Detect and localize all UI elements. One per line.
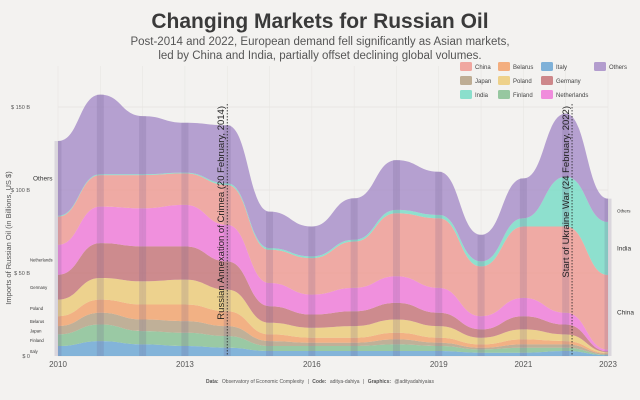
legend-swatch	[460, 76, 472, 85]
year-band-2022	[562, 113, 570, 356]
legend-swatch	[460, 62, 472, 71]
legend-item-belarus: Belarus	[498, 62, 533, 71]
year-band-2019	[435, 171, 443, 356]
annotation-label-1: Russian Annexation of Crimea (20 Februar…	[216, 106, 227, 320]
series-labels: Others Netherlands Germany Poland Japan Finla…	[30, 175, 634, 354]
stream-areas	[58, 94, 608, 356]
left-label-germany: Germany	[30, 285, 48, 290]
legend-label: China	[475, 65, 491, 71]
year-band-2013	[181, 122, 189, 357]
year-band-2021	[519, 178, 527, 356]
stream-china	[58, 173, 608, 350]
year-band-2016	[308, 226, 316, 356]
caption-data-text: Observatory of Economic Complexity	[222, 379, 305, 385]
left-label-netherlands: Netherlands	[30, 258, 53, 263]
legend-swatch	[594, 62, 606, 71]
year-band-2020	[477, 234, 485, 356]
legend-label: Others	[609, 65, 627, 71]
y-tick-label: $ 50 B	[14, 271, 30, 277]
legend-item-netherlands: Netherlands	[541, 90, 588, 99]
legend-swatch	[498, 76, 510, 85]
left-label-belarus: Belarus	[30, 319, 44, 324]
year-bands	[54, 94, 612, 357]
legend-swatch	[498, 90, 510, 99]
year-band-2012	[139, 116, 147, 356]
legend-label: Netherlands	[556, 93, 588, 99]
stream-germany	[58, 243, 608, 353]
legend-label: Finland	[513, 93, 533, 99]
left-label-italy: Italy	[30, 349, 39, 354]
left-label-japan: Japan	[30, 328, 42, 333]
x-tick-label: 2010	[49, 360, 67, 369]
legend-label: India	[475, 93, 489, 99]
year-band-2011	[96, 94, 104, 357]
caption-data-label: Data:	[206, 379, 219, 385]
left-label-others: Others	[33, 175, 53, 182]
chart-title: Changing Markets for Russian Oil	[151, 10, 488, 33]
stream-belarus	[58, 299, 608, 354]
x-tick-label: 2013	[176, 360, 194, 369]
x-tick-label: 2023	[599, 360, 617, 369]
stream-poland	[58, 278, 608, 353]
y-tick-label: $ 100 B	[11, 188, 30, 194]
legend-item-germany: Germany	[541, 76, 581, 85]
year-band-2015	[266, 211, 274, 356]
stream-netherlands	[58, 204, 608, 352]
legend-label: Poland	[513, 79, 532, 85]
caption-code-text: aditya-dahiya	[330, 379, 360, 385]
caption: Data: Observatory of Economic Complexity…	[206, 379, 434, 385]
caption-code-label: Code:	[312, 379, 327, 385]
caption-graphics-label: Graphics:	[368, 379, 392, 385]
x-tick-label: 2019	[430, 360, 448, 369]
chart-subtitle-line-2: led by China and India, partially offset…	[158, 50, 481, 62]
y-tick-label: $ 0	[22, 354, 30, 360]
legend-item-india: India	[460, 90, 489, 99]
legend-label: Germany	[556, 79, 581, 85]
legend-swatch	[541, 62, 553, 71]
left-label-finland: Finland	[30, 338, 44, 343]
legend-label: Italy	[556, 65, 567, 71]
chart-subtitle-line-1: Post-2014 and 2022, European demand fell…	[130, 36, 509, 48]
year-band-2017	[350, 198, 358, 356]
legend-label: Japan	[475, 79, 491, 85]
legend-swatch	[541, 76, 553, 85]
legend-swatch	[498, 62, 510, 71]
caption-graphics-text: @adityadahiyaias	[394, 379, 434, 385]
annotation-label-2: Start of Ukraine War (24 February, 2022)	[561, 106, 572, 278]
year-band-2014	[223, 125, 231, 356]
y-tick-label: $ 150 B	[11, 105, 30, 111]
legend-swatch	[541, 90, 553, 99]
axes: $ 150 B $ 100 B $ 50 B $ 0 2010 2013 2016 2019 2…	[11, 105, 617, 369]
year-band-2018	[392, 160, 400, 356]
annotations: Russian Annexation of Crimea (20 Februar…	[216, 104, 573, 356]
legend-item-italy: Italy	[541, 62, 567, 71]
stream-italy	[58, 341, 608, 356]
legend-item-others: Others	[594, 62, 627, 71]
stream-finland	[58, 324, 608, 356]
year-band-2010	[54, 141, 62, 356]
y-axis-title: Imports of Russian Oil (in Billions, US …	[4, 171, 13, 305]
legend-item-finland: Finland	[498, 90, 533, 99]
stream-japan	[58, 312, 608, 355]
right-label-others: Others	[617, 208, 631, 213]
stream-others	[58, 94, 608, 262]
legend: China Belarus Italy Others Japan Poland German…	[460, 62, 627, 99]
legend-swatch	[460, 90, 472, 99]
right-label-india: India	[617, 245, 631, 252]
left-label-poland: Poland	[30, 306, 44, 311]
legend-label: Belarus	[513, 65, 533, 71]
legend-item-poland: Poland	[498, 76, 532, 85]
year-band-2023	[604, 198, 612, 356]
legend-item-japan: Japan	[460, 76, 491, 85]
x-tick-label: 2016	[303, 360, 321, 369]
svg-text:Data: Observatory of Eco: Data: Observatory of Economic Complexity…	[206, 379, 434, 385]
x-tick-label: 2021	[514, 360, 532, 369]
right-label-china: China	[617, 309, 634, 316]
legend-item-china: China	[460, 62, 491, 71]
